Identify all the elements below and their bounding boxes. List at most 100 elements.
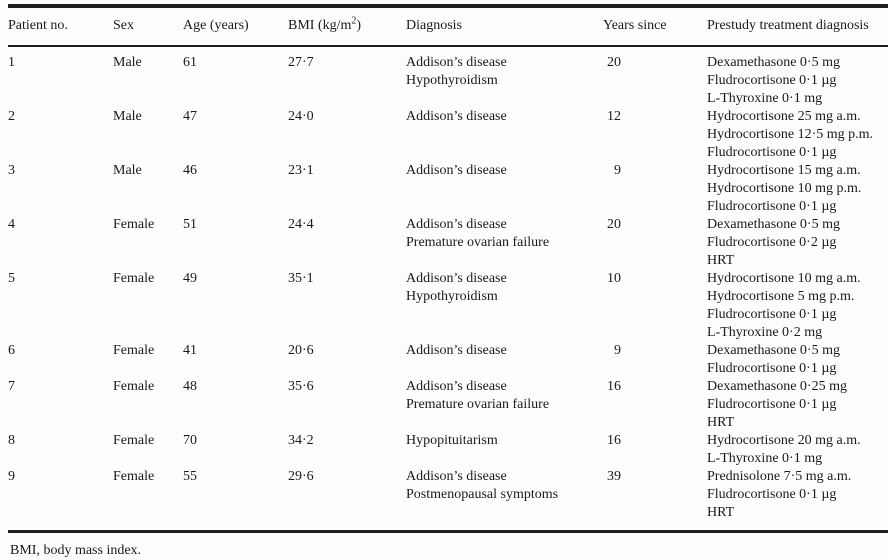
diagnosis-line: Addison’s disease: [406, 217, 507, 232]
sex-cell: Female: [113, 343, 155, 358]
treatment-cell: Hydrocortisone 15 mg a.m. Hydrocortisone …: [703, 162, 888, 216]
treatment-cell: Hydrocortisone 10 mg a.m. Hydrocortisone …: [703, 270, 888, 342]
patient-no-cell: 4: [8, 217, 15, 232]
bmi-cell: 35·1: [288, 271, 314, 286]
diagnosis-cell: Addison’s disease Postmenopausal symptoms: [406, 468, 603, 532]
treatment-line: Dexamethasone 0·5 mg: [707, 343, 840, 358]
treatment-cell: Prednisolone 7·5 mg a.m. Fludrocortisone …: [703, 468, 888, 532]
patient-row: 9 Female 55 29·6 Addison’s disease Postmenopa…: [8, 468, 888, 532]
diagnosis-line: Hypothyroidism: [406, 73, 498, 88]
diagnosis-line: Postmenopausal symptoms: [406, 487, 559, 502]
bmi-cell: 34·2: [288, 433, 314, 448]
diagnosis-cell: Addison’s disease Hypothyroidism: [406, 270, 603, 342]
bmi-cell: 29·6: [288, 469, 314, 484]
years-since-cell: 9: [614, 163, 621, 178]
header-prestudy-treatment: Prestudy treatment diagnosis: [703, 6, 888, 47]
diagnosis-line: Addison’s disease: [406, 469, 507, 484]
bmi-cell: 20·6: [288, 343, 314, 358]
diagnosis-cell: Addison’s disease Premature ovarian failu…: [406, 216, 603, 270]
treatment-line: Hydrocortisone 10 mg a.m.: [707, 271, 861, 286]
age-cell: 70: [183, 433, 197, 448]
diagnosis-line: Hypopituitarism: [406, 433, 498, 448]
age-cell: 46: [183, 163, 197, 178]
patient-row: 1 Male 61 27·7 Addison’s disease Hypothyroidi…: [8, 46, 888, 108]
patient-row: 5 Female 49 35·1 Addison’s disease Hypothyroi…: [8, 270, 888, 342]
header-bmi-text: BMI (kg/m: [288, 18, 352, 33]
patient-no-cell: 6: [8, 343, 15, 358]
treatment-line: L-Thyroxine 0·2 mg: [707, 325, 823, 340]
table-footnote: BMI, body mass index.: [10, 543, 142, 558]
bmi-cell: 35·6: [288, 379, 314, 394]
years-since-cell: 9: [614, 343, 621, 358]
age-cell: 41: [183, 343, 197, 358]
age-cell: 47: [183, 109, 197, 124]
sex-cell: Male: [113, 109, 142, 124]
years-since-cell: 20: [607, 55, 621, 70]
treatment-line: Fludrocortisone 0·1 µg: [707, 487, 837, 502]
bmi-cell: 24·4: [288, 217, 314, 232]
diagnosis-line: Addison’s disease: [406, 109, 507, 124]
treatment-line: L-Thyroxine 0·1 mg: [707, 91, 823, 106]
treatment-cell: Dexamethasone 0·5 mg Fludrocortisone 0·1 …: [703, 342, 888, 378]
sex-cell: Female: [113, 379, 155, 394]
sex-cell: Female: [113, 469, 155, 484]
treatment-line: Dexamethasone 0·5 mg: [707, 55, 840, 70]
treatment-line: HRT: [707, 415, 735, 430]
age-cell: 61: [183, 55, 197, 70]
bmi-cell: 23·1: [288, 163, 314, 178]
diagnosis-line: Addison’s disease: [406, 379, 507, 394]
patient-no-cell: 9: [8, 469, 15, 484]
diagnosis-line: Addison’s disease: [406, 55, 507, 70]
header-age: Age (years): [183, 6, 288, 47]
treatment-line: Fludrocortisone 0·1 µg: [707, 361, 837, 376]
treatment-line: Fludrocortisone 0·1 µg: [707, 73, 837, 88]
patient-no-cell: 8: [8, 433, 15, 448]
treatment-cell: Dexamethasone 0·5 mg Fludrocortisone 0·1 …: [703, 46, 888, 108]
diagnosis-line: Premature ovarian failure: [406, 235, 550, 250]
treatment-line: HRT: [707, 253, 735, 268]
header-bmi: BMI (kg/m2): [288, 6, 406, 47]
header-row: Patient no. Sex Age (years) BMI (kg/m2) …: [8, 6, 888, 47]
diagnosis-line: Hypothyroidism: [406, 289, 498, 304]
diagnosis-line: Premature ovarian failure: [406, 397, 550, 412]
patient-no-cell: 3: [8, 163, 15, 178]
treatment-line: HRT: [707, 505, 735, 520]
years-since-cell: 10: [607, 271, 621, 286]
header-sex: Sex: [113, 6, 183, 47]
sex-cell: Female: [113, 217, 155, 232]
header-patient-no: Patient no.: [8, 6, 113, 47]
age-cell: 55: [183, 469, 197, 484]
years-since-cell: 16: [607, 433, 621, 448]
diagnosis-line: Addison’s disease: [406, 163, 507, 178]
treatment-line: Fludrocortisone 0·1 µg: [707, 199, 837, 214]
patient-table-body: 1 Male 61 27·7 Addison’s disease Hypothyroidi…: [8, 46, 888, 532]
diagnosis-cell: Addison’s disease: [406, 342, 603, 378]
treatment-line: Hydrocortisone 15 mg a.m.: [707, 163, 861, 178]
treatment-cell: Hydrocortisone 25 mg a.m. Hydrocortisone …: [703, 108, 888, 162]
patient-no-cell: 5: [8, 271, 15, 286]
treatment-line: Fludrocortisone 0·1 µg: [707, 397, 837, 412]
years-since-cell: 20: [607, 217, 621, 232]
patient-row: 6 Female 41 20·6 Addison’s disease 9 Dexametha…: [8, 342, 888, 378]
diagnosis-cell: Addison’s disease Hypothyroidism: [406, 46, 603, 108]
patient-row: 7 Female 48 35·6 Addison’s disease Premature …: [8, 378, 888, 432]
treatment-line: Hydrocortisone 5 mg p.m.: [707, 289, 855, 304]
patient-row: 4 Female 51 24·4 Addison’s disease Premature …: [8, 216, 888, 270]
treatment-line: Dexamethasone 0·25 mg: [707, 379, 847, 394]
diagnosis-line: Addison’s disease: [406, 343, 507, 358]
bmi-cell: 24·0: [288, 109, 314, 124]
header-bmi-close-paren: ): [356, 18, 362, 33]
age-cell: 49: [183, 271, 197, 286]
diagnosis-line: Addison’s disease: [406, 271, 507, 286]
treatment-line: L-Thyroxine 0·1 mg: [707, 451, 823, 466]
treatment-line: Hydrocortisone 20 mg a.m.: [707, 433, 861, 448]
sex-cell: Male: [113, 55, 142, 70]
age-cell: 48: [183, 379, 197, 394]
patient-no-cell: 2: [8, 109, 15, 124]
treatment-cell: Hydrocortisone 20 mg a.m. L-Thyroxine 0·1…: [703, 432, 888, 468]
years-since-cell: 39: [607, 469, 621, 484]
treatment-cell: Dexamethasone 0·25 mg Fludrocortisone 0·1…: [703, 378, 888, 432]
patient-characteristics-table: Patient no. Sex Age (years) BMI (kg/m2) …: [8, 4, 888, 533]
diagnosis-cell: Addison’s disease: [406, 162, 603, 216]
treatment-line: Hydrocortisone 25 mg a.m.: [707, 109, 861, 124]
